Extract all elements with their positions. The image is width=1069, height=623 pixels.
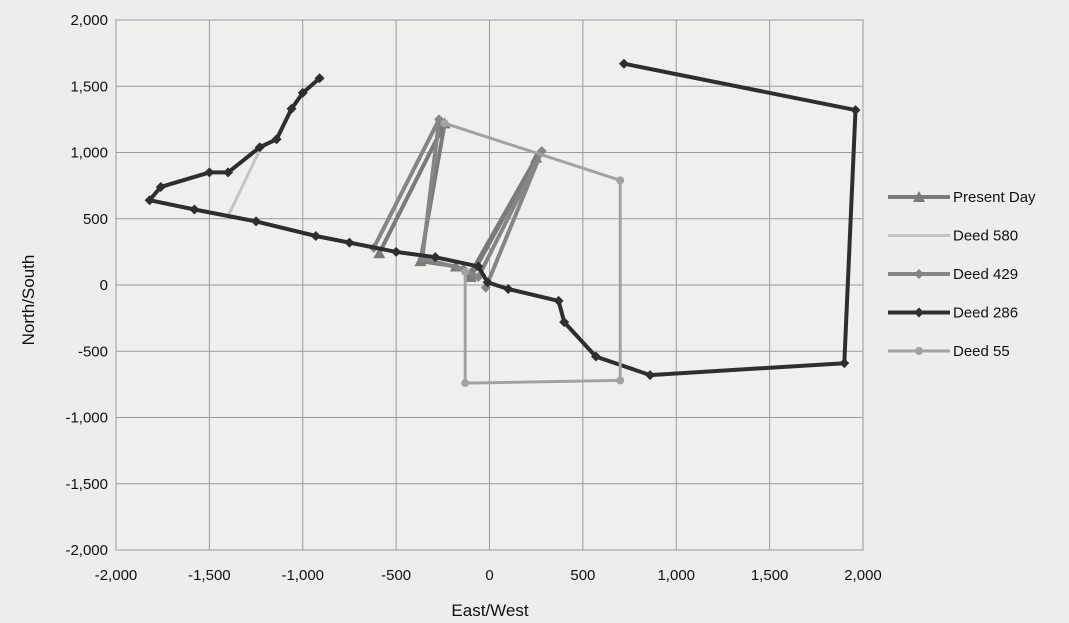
data-point-deed-286	[223, 167, 234, 178]
data-point-deed-286	[310, 230, 321, 241]
data-point-deed-286	[553, 295, 564, 306]
legend: Present Day Deed 580 Deed 429 Deed 286 Deed …	[888, 189, 1036, 360]
legend-marker-deed-429	[914, 269, 924, 279]
y-axis-title: North/South	[19, 255, 38, 346]
legend-label-deed-55: Deed 55	[953, 343, 1010, 360]
data-point-deed-286	[590, 351, 601, 362]
data-point-deed-286	[645, 370, 656, 381]
y-tick-label: 2,000	[70, 12, 108, 29]
x-tick-label: 500	[570, 567, 595, 584]
data-point-deed-286	[297, 87, 308, 98]
data-point-deed-286	[204, 167, 215, 178]
x-tick-label: 0	[485, 567, 493, 584]
data-point-deed-55	[461, 379, 470, 388]
x-tick-label: 1,500	[751, 567, 789, 584]
data-point-deed-286	[503, 283, 514, 294]
y-tick-label: -1,500	[65, 476, 108, 493]
x-tick-label: -1,500	[188, 567, 231, 584]
grid-lines	[115, 19, 864, 551]
y-tick-label: 1,500	[70, 78, 108, 95]
data-point-deed-286	[254, 142, 265, 153]
legend-label-present-day: Present Day	[953, 189, 1036, 206]
data-point-deed-286	[482, 277, 493, 288]
series-line-deed-580	[226, 149, 262, 217]
y-tick-label: -1,000	[65, 410, 108, 427]
data-point-deed-286	[391, 246, 402, 257]
data-point-deed-286	[155, 181, 166, 192]
legend-marker-deed-55	[915, 347, 923, 355]
data-point-deed-55	[440, 119, 449, 128]
x-tick-label: -500	[381, 567, 411, 584]
x-tick-label: -1,000	[281, 567, 324, 584]
y-tick-label: 0	[100, 277, 108, 294]
data-point-deed-55	[461, 267, 470, 276]
data-point-deed-286	[850, 105, 861, 116]
legend-label-deed-580: Deed 580	[953, 228, 1018, 245]
y-tick-label: 1,000	[70, 145, 108, 162]
x-tick-label: 1,000	[657, 567, 695, 584]
legend-label-deed-286: Deed 286	[953, 305, 1018, 322]
series-deed-286	[144, 58, 861, 381]
legend-marker-present-day	[913, 191, 925, 202]
data-point-deed-286	[189, 204, 200, 215]
data-point-deed-286	[344, 237, 355, 248]
y-axis-tick-labels: -2,000 -1,500 -1,000 -500 0 500 1,000 1,500 2,00…	[65, 12, 108, 559]
x-tick-label: -2,000	[95, 567, 138, 584]
x-axis-tick-labels: -2,000 -1,500 -1,000 -500 0 500 1,000 1,500 2,00…	[95, 567, 882, 584]
y-tick-label: -2,000	[65, 542, 108, 559]
data-point-deed-286	[271, 134, 282, 145]
data-point-deed-286	[314, 73, 325, 84]
data-point-deed-286	[430, 252, 441, 263]
data-point-deed-55	[616, 376, 625, 385]
data-point-deed-286	[251, 216, 262, 227]
x-tick-label: 2,000	[844, 567, 882, 584]
data-point-present-day	[373, 247, 386, 259]
data-point-deed-286	[286, 103, 297, 114]
series-deed-55	[440, 119, 625, 388]
data-point-deed-286	[473, 261, 484, 272]
data-series	[144, 58, 861, 388]
y-tick-label: 500	[83, 211, 108, 228]
data-point-deed-286	[839, 358, 850, 369]
data-point-deed-286	[559, 317, 570, 328]
x-axis-title: East/West	[451, 601, 528, 620]
legend-marker-deed-286	[914, 307, 924, 318]
legend-label-deed-429: Deed 429	[953, 266, 1018, 283]
data-point-deed-286	[618, 58, 629, 69]
data-point-deed-286	[144, 195, 155, 206]
data-point-deed-55	[616, 176, 625, 185]
y-tick-label: -500	[78, 343, 108, 360]
series-deed-580	[226, 149, 262, 217]
data-point-present-day	[464, 271, 477, 283]
